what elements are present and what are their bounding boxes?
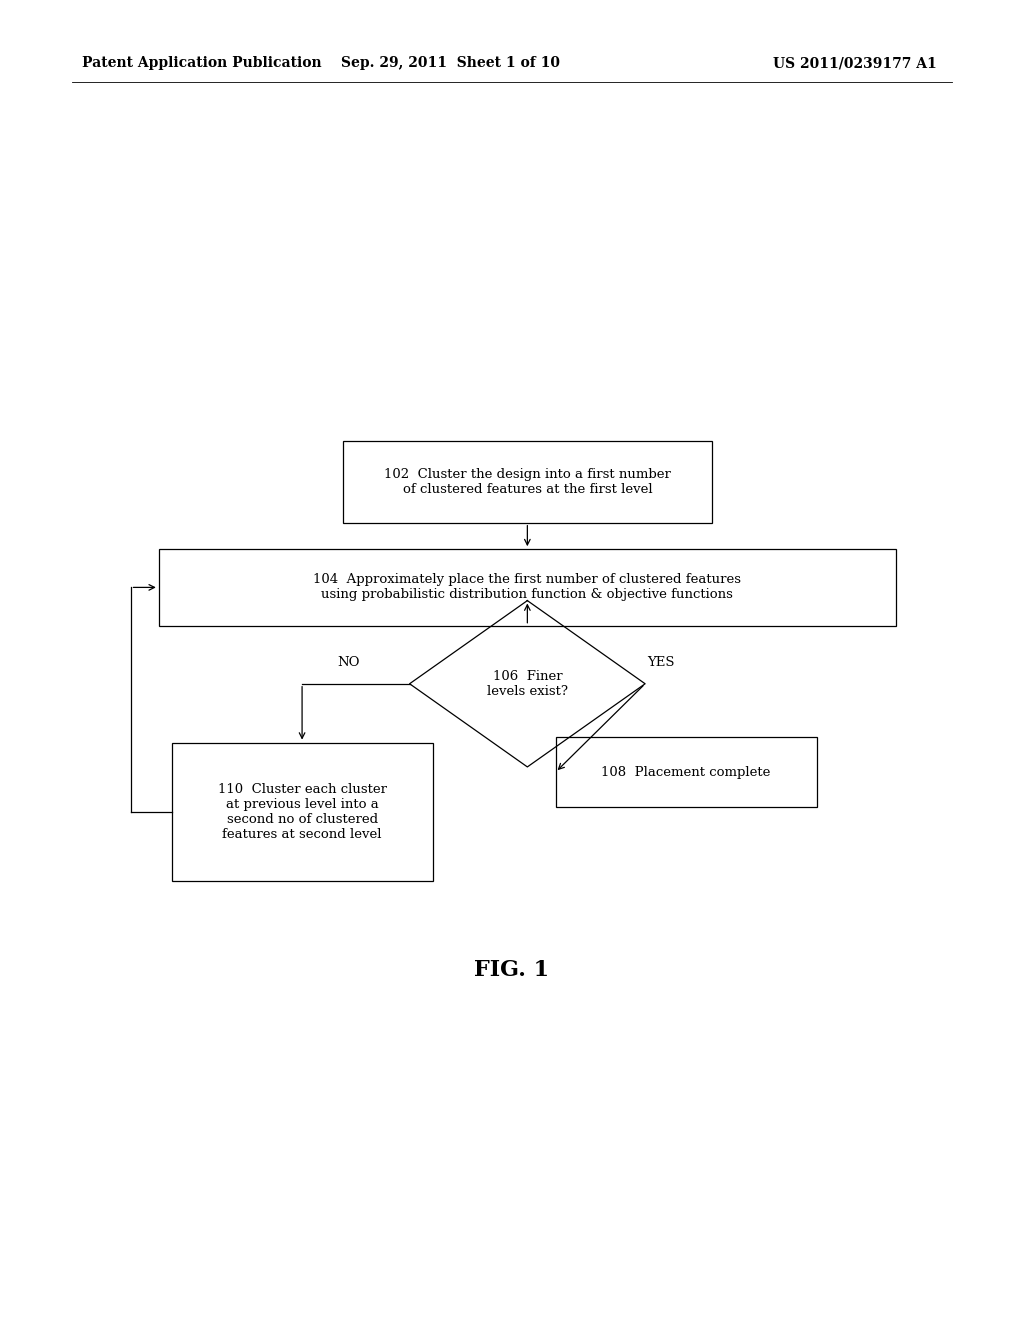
Text: NO: NO [337,656,359,669]
Text: 102  Cluster the design into a first number
of clustered features at the first l: 102 Cluster the design into a first numb… [384,467,671,496]
Bar [343,441,712,523]
Text: FIG. 1: FIG. 1 [474,960,550,981]
Bar [171,742,432,882]
Bar [159,549,896,626]
Text: 104  Approximately place the first number of clustered features
using probabilis: 104 Approximately place the first number… [313,573,741,602]
Text: Patent Application Publication: Patent Application Publication [82,57,322,70]
Bar [555,737,817,808]
Text: YES: YES [647,656,674,669]
Text: 106  Finer
levels exist?: 106 Finer levels exist? [486,669,568,698]
Text: Sep. 29, 2011  Sheet 1 of 10: Sep. 29, 2011 Sheet 1 of 10 [341,57,560,70]
Text: 108  Placement complete: 108 Placement complete [601,766,771,779]
Text: 110  Cluster each cluster
at previous level into a
second no of clustered
featur: 110 Cluster each cluster at previous lev… [217,783,387,841]
Polygon shape [410,601,645,767]
Text: US 2011/0239177 A1: US 2011/0239177 A1 [773,57,937,70]
